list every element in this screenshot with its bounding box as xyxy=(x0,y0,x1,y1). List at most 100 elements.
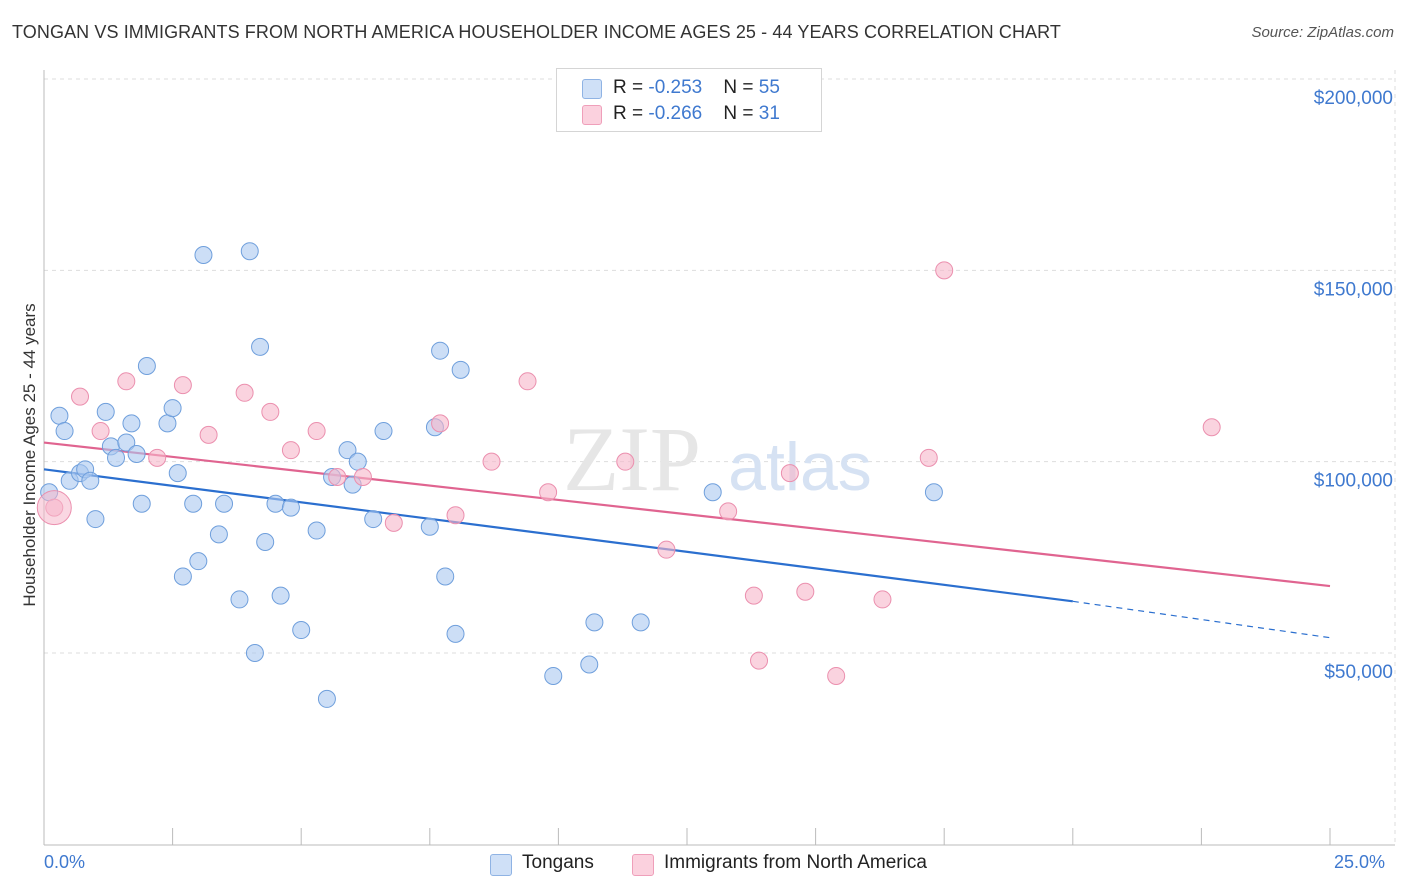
legend-swatch-immigrants xyxy=(632,854,654,876)
point-immigrants xyxy=(616,452,635,471)
point-tongans xyxy=(81,471,100,490)
legend-n-label: N = xyxy=(723,103,759,124)
point-immigrants xyxy=(446,506,465,525)
point-tongans xyxy=(127,445,146,464)
point-tongans xyxy=(50,406,69,425)
source-credit: Source: ZipAtlas.com xyxy=(1251,24,1394,41)
point-tongans xyxy=(245,644,264,662)
point-tongans xyxy=(230,590,249,609)
point-immigrants xyxy=(482,452,501,471)
legend-label-tongans: Tongans xyxy=(522,852,594,873)
point-immigrants xyxy=(117,372,136,391)
y-tick-labels: $50,000 $100,000 $150,000 $200,000 xyxy=(1314,88,1393,683)
point-immigrants xyxy=(353,467,372,486)
point-tongans xyxy=(703,483,722,502)
point-tongans xyxy=(251,337,270,356)
point-immigrants xyxy=(199,425,218,444)
point-immigrants xyxy=(91,422,110,441)
point-tongans xyxy=(173,567,192,586)
point-immigrants xyxy=(873,590,892,609)
point-tongans xyxy=(451,360,470,379)
point-tongans xyxy=(580,655,599,674)
y-tick-label: $200,000 xyxy=(1314,88,1393,109)
legend-r-value: -0.253 xyxy=(648,77,703,98)
point-tongans xyxy=(544,666,563,685)
legend-n-label: N = xyxy=(723,77,759,98)
point-immigrants xyxy=(261,402,280,421)
legend-label-immigrants: Immigrants from North America xyxy=(664,852,927,873)
point-tongans xyxy=(374,422,393,441)
legend-n-value: 31 xyxy=(758,103,780,124)
y-tick-label: $100,000 xyxy=(1314,471,1393,492)
point-immigrants xyxy=(750,651,769,670)
point-tongans xyxy=(215,494,234,513)
point-tongans xyxy=(168,464,187,483)
point-tongans xyxy=(132,494,151,513)
point-tongans xyxy=(266,494,285,513)
point-tongans xyxy=(137,357,156,375)
point-tongans xyxy=(194,246,213,265)
point-immigrants xyxy=(780,464,799,483)
point-tongans xyxy=(420,517,439,536)
point-immigrants xyxy=(657,540,676,559)
x-tick-max: 25.0% xyxy=(1334,852,1386,872)
point-immigrants xyxy=(307,422,326,441)
point-immigrants xyxy=(1202,418,1221,437)
axes xyxy=(43,70,1395,846)
trend-line-tongans xyxy=(43,468,1073,603)
point-immigrants xyxy=(173,376,192,395)
point-tongans xyxy=(292,621,311,640)
point-tongans xyxy=(189,552,208,571)
point-tongans xyxy=(631,613,650,632)
point-tongans xyxy=(256,533,275,552)
chart-title: TONGAN VS IMMIGRANTS FROM NORTH AMERICA … xyxy=(12,22,1062,42)
point-immigrants xyxy=(796,582,815,601)
legend-r-label: R = xyxy=(613,77,649,98)
data-points xyxy=(36,242,1221,708)
x-tick-min: 0.0% xyxy=(44,852,86,872)
legend-r-label: R = xyxy=(613,103,649,124)
trend-lines xyxy=(43,441,1331,639)
legend-swatch-immigrants xyxy=(582,105,602,125)
point-tongans xyxy=(86,510,105,529)
trend-line-tongans-extension xyxy=(1072,600,1331,639)
point-immigrants xyxy=(518,372,537,391)
point-immigrants xyxy=(744,586,763,605)
point-tongans xyxy=(307,521,326,540)
point-immigrants xyxy=(71,387,90,406)
point-tongans xyxy=(338,441,357,460)
point-tongans xyxy=(107,448,126,467)
point-tongans xyxy=(431,341,450,360)
legend-r-value: -0.266 xyxy=(648,103,703,124)
point-immigrants xyxy=(719,502,738,521)
point-tongans xyxy=(585,613,604,632)
y-axis-label: Householder Income Ages 25 - 44 years xyxy=(20,303,39,607)
point-tongans xyxy=(924,483,943,502)
legend-swatch-tongans xyxy=(490,854,512,876)
legend-swatch-tongans xyxy=(582,79,602,99)
point-immigrants xyxy=(827,666,846,685)
point-immigrants xyxy=(935,261,954,280)
trend-line-immigrants xyxy=(43,441,1331,588)
point-tongans xyxy=(163,399,182,418)
point-tongans xyxy=(271,586,290,605)
point-tongans xyxy=(55,422,74,441)
point-tongans xyxy=(122,414,141,433)
grid-lines xyxy=(44,70,1396,845)
point-tongans xyxy=(96,402,115,421)
point-tongans xyxy=(348,452,367,471)
y-tick-label: $50,000 xyxy=(1324,662,1393,683)
y-tick-label: $150,000 xyxy=(1314,279,1393,300)
point-immigrants xyxy=(539,483,558,502)
point-immigrants xyxy=(431,414,450,433)
point-tongans xyxy=(117,433,136,452)
point-immigrants-large xyxy=(36,490,72,526)
point-tongans xyxy=(240,242,259,261)
point-tongans xyxy=(446,624,465,643)
point-immigrants xyxy=(328,467,347,486)
point-tongans xyxy=(281,498,300,517)
point-immigrants xyxy=(148,448,167,467)
point-tongans xyxy=(317,689,336,708)
point-immigrants xyxy=(384,513,403,532)
